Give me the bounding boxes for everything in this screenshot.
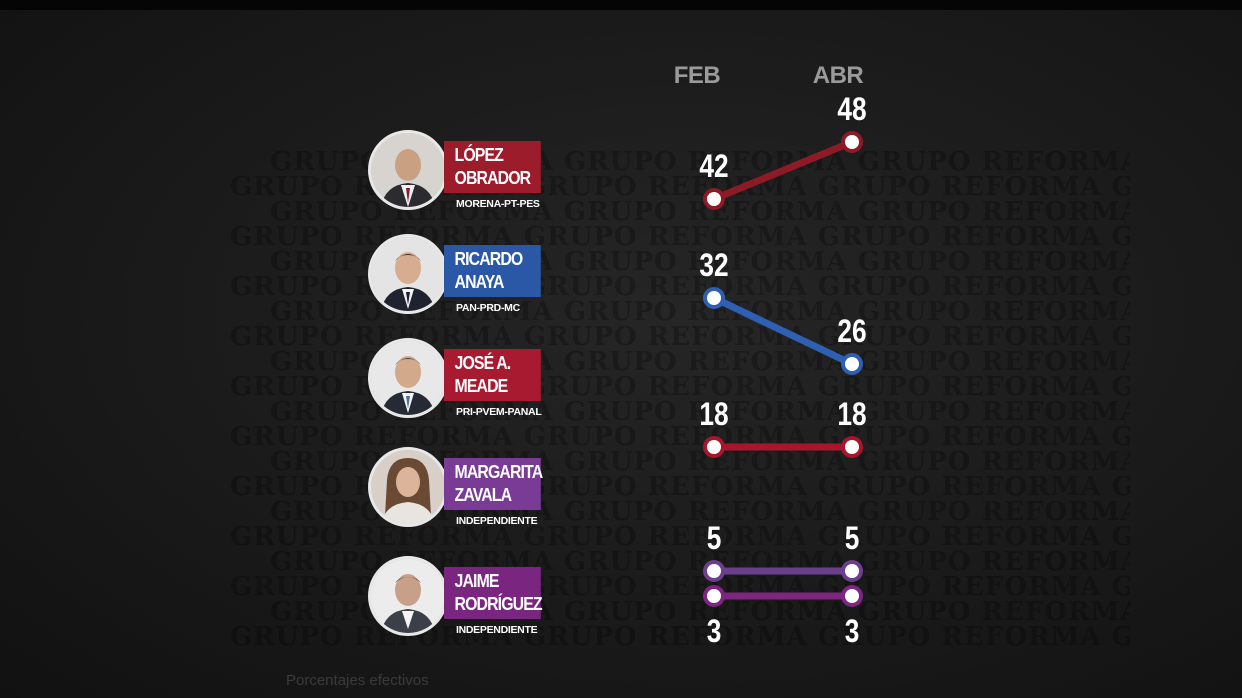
data-label: 48 (837, 93, 866, 128)
candidate-name-line1: JOSÉ A. (454, 353, 512, 373)
data-point (707, 589, 721, 603)
data-point (707, 440, 721, 454)
data-label: 18 (699, 398, 728, 433)
data-point (845, 564, 859, 578)
data-label: 5 (707, 522, 722, 557)
candidate-party: MORENA-PT-PES (456, 198, 540, 210)
candidate-name-line1: RICARDO (454, 249, 524, 269)
avatar (368, 556, 448, 636)
watermark-row: GRUPO REFORMA GRUPO REFORMA GRUPO REFORM… (230, 422, 1130, 452)
candidate-name-line1: JAIME (454, 571, 500, 591)
avatar (368, 234, 448, 314)
period-header-abr: ABR (812, 62, 864, 89)
candidate-lopez-obrador: LÓPEZ OBRADOR MORENA-PT-PES (368, 128, 558, 213)
avatar (368, 338, 448, 418)
avatar (368, 130, 448, 210)
data-point (707, 291, 721, 305)
data-point (845, 440, 859, 454)
candidate-name-line2: RODRÍGUEZ (454, 594, 543, 614)
data-point (707, 192, 721, 206)
data-label: 3 (845, 615, 860, 650)
data-point (845, 357, 859, 371)
watermark-row: GRUPO REFORMA GRUPO REFORMA GRUPO REFORM… (230, 522, 1130, 552)
data-point (845, 589, 859, 603)
data-label: 26 (837, 315, 866, 350)
candidate-party: INDEPENDIENTE (456, 624, 538, 636)
data-point (707, 564, 721, 578)
candidate-name-box: MARGARITA ZAVALA (444, 458, 544, 510)
candidate-name-line2: ANAYA (454, 272, 505, 292)
candidate-name-box: JOSÉ A. MEADE (444, 349, 541, 401)
candidate-name-line2: OBRADOR (454, 168, 532, 188)
candidate-party: PAN-PRD-MC (456, 302, 520, 314)
candidate-ricardo-anaya: RICARDO ANAYA PAN-PRD-MC (368, 232, 558, 317)
data-point (845, 135, 859, 149)
series-line (710, 138, 856, 203)
candidate-party: PRI-PVEM-PANAL (456, 406, 542, 418)
top-bar (0, 0, 1242, 10)
candidate-jaime-rodriguez: JAIME RODRÍGUEZ INDEPENDIENTE (368, 554, 558, 639)
period-header-feb: FEB (673, 62, 721, 89)
data-label: 42 (699, 150, 728, 185)
candidate-name-box: JAIME RODRÍGUEZ (444, 567, 543, 619)
watermark-row: GRUPO REFORMA GRUPO REFORMA GRUPO REFORM… (230, 322, 1130, 352)
source-note: Porcentajes efectivos (286, 672, 429, 689)
candidate-name-box: LÓPEZ OBRADOR (444, 141, 541, 193)
candidate-name-line2: ZAVALA (454, 485, 512, 505)
candidate-name-line2: MEADE (454, 376, 509, 396)
candidate-name-box: RICARDO ANAYA (444, 245, 541, 297)
candidate-name-line1: LÓPEZ (454, 145, 504, 165)
data-label: 5 (845, 522, 860, 557)
series-line (710, 294, 856, 368)
data-label: 18 (837, 398, 866, 433)
candidate-jose-meade: JOSÉ A. MEADE PRI-PVEM-PANAL (368, 336, 558, 421)
candidate-party: INDEPENDIENTE (456, 515, 538, 527)
watermark-row: GRUPO REFORMA GRUPO REFORMA GRUPO REFORM… (230, 622, 1130, 650)
data-label: 32 (699, 249, 728, 284)
candidate-margarita-zavala: MARGARITA ZAVALA INDEPENDIENTE (368, 445, 558, 530)
candidate-name-line1: MARGARITA (454, 462, 544, 482)
data-label: 3 (707, 615, 722, 650)
